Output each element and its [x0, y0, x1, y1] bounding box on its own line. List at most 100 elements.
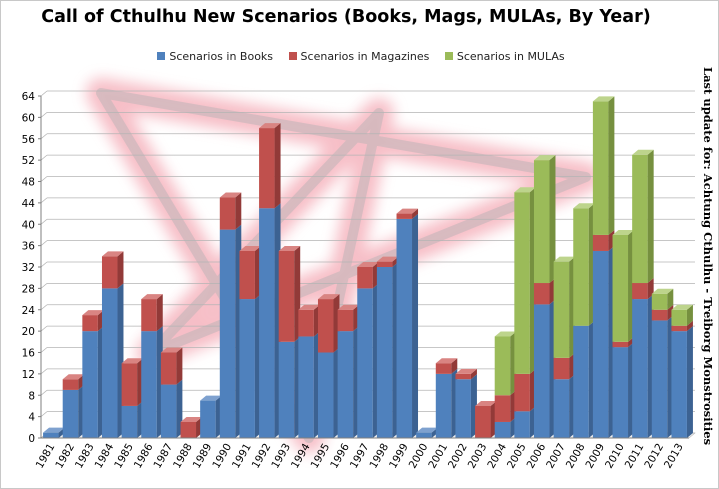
y-tick-label: 12 [22, 369, 35, 381]
bar-stack-1989 [200, 395, 222, 438]
bar-mulas-2007 [553, 256, 576, 358]
bar-stack-1996 [337, 304, 360, 438]
bar-stack-2002 [455, 368, 477, 438]
legend-item-books: Scenarios in Books [157, 50, 273, 63]
x-tick-label: 2007 [544, 442, 568, 471]
bar-books-2013 [671, 326, 693, 438]
gridline-depth [40, 240, 48, 246]
bar-books-1986 [141, 326, 163, 438]
y-tick-label: 24 [22, 305, 36, 317]
y-tick-label: 4 [28, 412, 35, 424]
x-tick-label: 1988 [171, 442, 195, 471]
x-tick-label: 2010 [603, 442, 627, 471]
bar-books-2009 [592, 245, 615, 438]
bar-mulas-2011 [632, 149, 654, 284]
bar-books-2001 [435, 368, 458, 438]
bar-magazines-1987 [160, 347, 183, 385]
bar-books-2010 [612, 342, 635, 438]
y-tick-label: 40 [22, 219, 35, 231]
x-tick-label: 1989 [191, 442, 215, 471]
legend-swatch-books [157, 52, 166, 60]
bar-stack-2011 [632, 149, 654, 438]
y-tick-label: 44 [22, 198, 36, 210]
bar-magazines-1988 [180, 416, 203, 438]
bar-books-1992 [259, 203, 281, 438]
bar-books-1993 [278, 336, 301, 438]
bar-stack-2009 [592, 96, 615, 438]
x-tick-label: 1986 [132, 441, 156, 470]
x-tick-label: 1999 [387, 442, 411, 471]
gridline-depth [40, 90, 48, 97]
chart-title: Call of Cthulhu New Scenarios (Books, Ma… [41, 7, 651, 27]
bar-stack-2008 [573, 203, 595, 438]
x-tick-label: 2000 [407, 442, 431, 471]
bar-books-2007 [553, 374, 576, 438]
bar-stack-1998 [376, 256, 399, 438]
gridline-depth [40, 304, 48, 311]
legend-item-mulas: Scenarios in MULAs [444, 50, 565, 63]
gridline-depth [40, 133, 48, 140]
bar-books-2002 [455, 374, 477, 438]
bar-books-1982 [62, 384, 85, 438]
gridline-depth [40, 325, 48, 332]
bar-stack-1992 [259, 123, 281, 438]
bars [43, 96, 693, 438]
y-tick-label: 16 [22, 348, 36, 360]
gridline-depth [40, 176, 48, 182]
bar-mulas-2005 [514, 187, 536, 374]
x-tick-label: 2013 [662, 442, 686, 471]
x-tick-label: 1990 [210, 442, 234, 471]
bar-stack-2012 [651, 288, 674, 438]
y-tick-label: 48 [22, 177, 35, 189]
bar-mulas-2008 [573, 203, 595, 326]
bar-magazines-2013 [671, 320, 693, 332]
bar-stack-2006 [533, 155, 556, 438]
bar-books-1997 [357, 283, 379, 438]
x-tick-label: 1993 [269, 442, 293, 471]
x-tick-label: 1991 [230, 442, 254, 471]
bar-stack-1985 [121, 358, 144, 438]
bar-stack-2013 [671, 304, 693, 438]
x-tick-label: 2011 [623, 442, 647, 471]
bar-magazines-1990 [219, 192, 242, 230]
bar-magazines-1994 [298, 304, 320, 337]
x-tick-label: 1985 [112, 442, 136, 471]
bar-mulas-2009 [592, 96, 615, 235]
bar-mulas-2013 [671, 304, 693, 326]
y-tick-label: 0 [28, 433, 35, 445]
bar-books-2012 [651, 315, 674, 438]
bar-books-1998 [376, 262, 399, 438]
bar-stack-1988 [180, 416, 203, 438]
bar-magazines-1999 [396, 208, 419, 219]
gridline-depth [40, 283, 48, 289]
bar-magazines-1991 [239, 245, 261, 300]
bar-books-1999 [396, 213, 419, 438]
bar-magazines-2005 [514, 368, 536, 412]
bar-stack-1991 [239, 245, 261, 438]
x-tick-label: 1992 [250, 442, 274, 471]
bar-stack-1999 [396, 208, 419, 438]
bar-magazines-1996 [337, 304, 360, 332]
bar-stack-1982 [62, 374, 85, 438]
bar-stack-1994 [298, 304, 320, 438]
bar-magazines-1984 [101, 251, 124, 289]
bar-magazines-1982 [62, 374, 85, 390]
x-tick-label: 1996 [328, 441, 352, 470]
y-tick-label: 8 [28, 390, 35, 402]
bar-books-1983 [82, 326, 104, 438]
gridline-depth [40, 218, 48, 225]
bar-magazines-1993 [278, 245, 301, 342]
bar-books-1990 [219, 224, 242, 438]
x-tick-label: 2002 [446, 442, 470, 471]
bar-books-2006 [533, 299, 556, 438]
bar-books-1995 [317, 347, 340, 438]
x-tick-label: 2001 [426, 442, 450, 471]
legend-label-magazines: Scenarios in Magazines [300, 50, 430, 63]
bar-mulas-2004 [494, 331, 517, 396]
y-tick-label: 60 [22, 112, 35, 124]
bar-books-1984 [101, 283, 124, 438]
y-tick-label: 56 [22, 134, 36, 146]
x-tick-label: 2008 [564, 442, 588, 471]
